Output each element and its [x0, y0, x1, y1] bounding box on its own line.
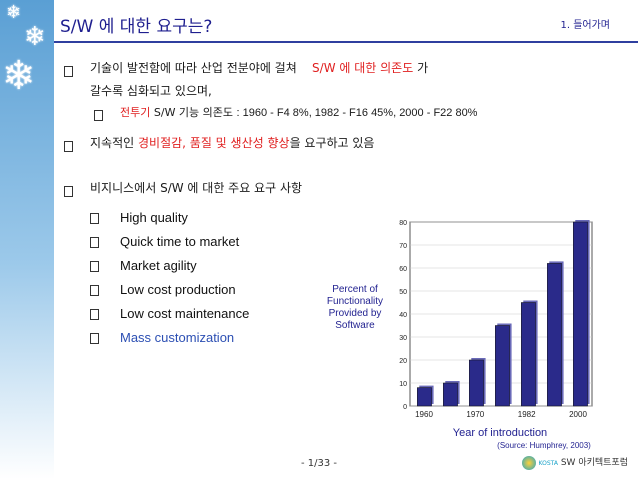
y-tick-label: 40: [399, 312, 407, 319]
bullet-2: 지속적인 경비절감, 품질 및 생산성 향상을 요구하고 있음: [90, 132, 374, 154]
y-tick-label: 30: [399, 335, 407, 342]
bullet-1-line-2: 갈수록 심화되고 있으며,: [90, 84, 212, 98]
bullet-icon: [90, 309, 99, 320]
bar: [521, 302, 536, 407]
list-item: Market agility: [90, 258, 249, 282]
bar: [547, 263, 562, 407]
chart-bars: [417, 220, 590, 407]
y-axis-label: Percent of Functionality Provided by Softwa…: [327, 284, 383, 331]
snowflake-icon: ❄: [24, 22, 46, 52]
bullet-icon: [90, 213, 99, 224]
sub-bullet-icon: [94, 110, 103, 121]
requirements-list: High quality Quick time to market Market…: [90, 210, 249, 354]
x-axis-label: Year of introduction: [453, 427, 547, 439]
logo-text: SW 아키텍트포럼: [560, 458, 628, 468]
y-tick-labels: 0 10 20 30 40 50 60 70 80: [399, 220, 407, 411]
y-tick-label: 50: [399, 289, 407, 296]
sub-bullet-1: 전투기 S/W 기능 의존도 : 1960 - F4 8%, 1982 - F1…: [120, 102, 477, 124]
bar: [469, 359, 484, 407]
sub-bullet-highlight: 전투기: [120, 106, 151, 119]
x-tick-label: 2000: [569, 410, 587, 419]
bullet-3: 비지니스에서 S/W 에 대한 주요 요구 사항: [90, 177, 302, 199]
sidebar-decoration: ❄ ❄ ❄: [0, 0, 54, 479]
logo-small-text: KOSTA: [538, 460, 558, 467]
sub-bullet-values: : 1960 - F4 8%, 1982 - F16 45%, 2000 - F…: [236, 107, 478, 119]
list-item: Low cost production: [90, 282, 249, 306]
bullet-icon: [90, 237, 99, 248]
bullet-icon: [90, 285, 99, 296]
x-tick-label: 1982: [518, 410, 536, 419]
bar: [573, 221, 588, 407]
list-item: Quick time to market: [90, 234, 249, 258]
x-tick-label: 1970: [466, 410, 484, 419]
bullet-icon: [64, 186, 73, 197]
bar: [495, 325, 510, 407]
bar: [417, 387, 432, 407]
bar-chart: Percent of Functionality Provided by Softwa…: [327, 220, 593, 450]
y-tick-label: 60: [399, 266, 407, 273]
bullet-1-text: 기술이 발전함에 따라 산업 전분야에 걸쳐: [90, 61, 297, 75]
bar: [443, 382, 458, 407]
section-label: 1. 들어가며: [560, 20, 610, 31]
y-tick-label: 10: [399, 381, 407, 388]
x-tick-labels: 1960 1970 1982 2000: [415, 410, 587, 419]
x-tick-label: 1960: [415, 410, 433, 419]
bullet-1-highlight: S/W 에 대한 의존도: [312, 61, 414, 75]
list-item: High quality: [90, 210, 249, 234]
page-title: S/W 에 대한 요구는?: [60, 17, 213, 37]
logo: KOSTA SW 아키텍트포럼: [521, 455, 628, 470]
title-divider: [54, 41, 638, 43]
snowflake-icon: ❄: [6, 2, 22, 23]
y-tick-label: 80: [399, 220, 407, 227]
page-number: - 1/33 -: [300, 458, 338, 469]
snowflake-icon: ❄: [2, 53, 36, 99]
bullet-icon: [90, 333, 99, 344]
logo-icon: [521, 455, 536, 470]
chart-source: (Source: Humphrey, 2003): [497, 441, 591, 450]
bullet-1-text-end: 가: [417, 61, 429, 75]
y-tick-label: 0: [403, 404, 407, 411]
bullet-2-text-end: 을 요구하고 있음: [289, 136, 375, 150]
sub-bullet-text: S/W 기능 의존도: [153, 106, 234, 119]
list-item: Mass customization: [90, 330, 249, 354]
bullet-icon: [64, 141, 73, 152]
bullet-icon: [64, 66, 73, 77]
bullet-1: 기술이 발전함에 따라 산업 전분야에 걸쳐 S/W 에 대한 의존도 가: [90, 57, 428, 79]
bullet-3-text-2: S/W 에 대한 주요 요구 사항: [160, 181, 303, 195]
bullet-icon: [90, 261, 99, 272]
list-item: Low cost maintenance: [90, 306, 249, 330]
y-tick-label: 70: [399, 243, 407, 250]
bullet-2-text: 지속적인: [90, 136, 135, 150]
y-tick-label: 20: [399, 358, 407, 365]
bullet-2-highlight: 경비절감, 품질 및 생산성 향상: [138, 136, 290, 150]
bullet-3-text: 비지니스에서: [90, 181, 157, 195]
